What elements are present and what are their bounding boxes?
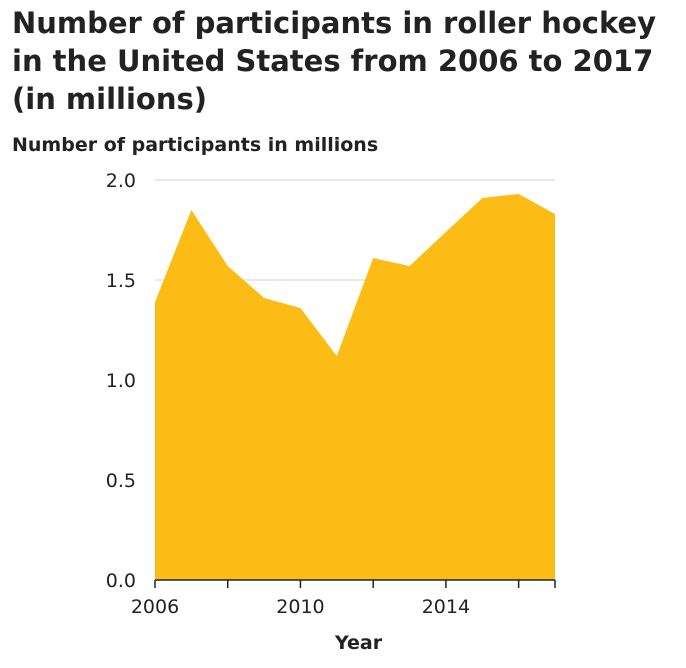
x-tick-label: 2010	[276, 596, 324, 618]
x-tick-label: 2006	[131, 596, 179, 618]
y-tick-label: 2.0	[106, 170, 136, 192]
area-series	[155, 194, 555, 580]
y-axis-label: Number of participants in millions	[12, 134, 379, 156]
y-tick-labels: 0.0 0.5 1.0 1.5 2.0	[106, 170, 136, 592]
y-tick-label: 0.5	[106, 470, 136, 492]
chart-title: Number of participants in roller hockey …	[12, 6, 657, 116]
x-ticks: 2006 2010 2014	[131, 580, 556, 618]
y-tick-label: 1.5	[106, 270, 136, 292]
x-axis-label: Year	[335, 632, 383, 654]
x-tick-label: 2014	[422, 596, 470, 618]
y-tick-label: 0.0	[106, 570, 136, 592]
y-tick-label: 1.0	[106, 370, 136, 392]
